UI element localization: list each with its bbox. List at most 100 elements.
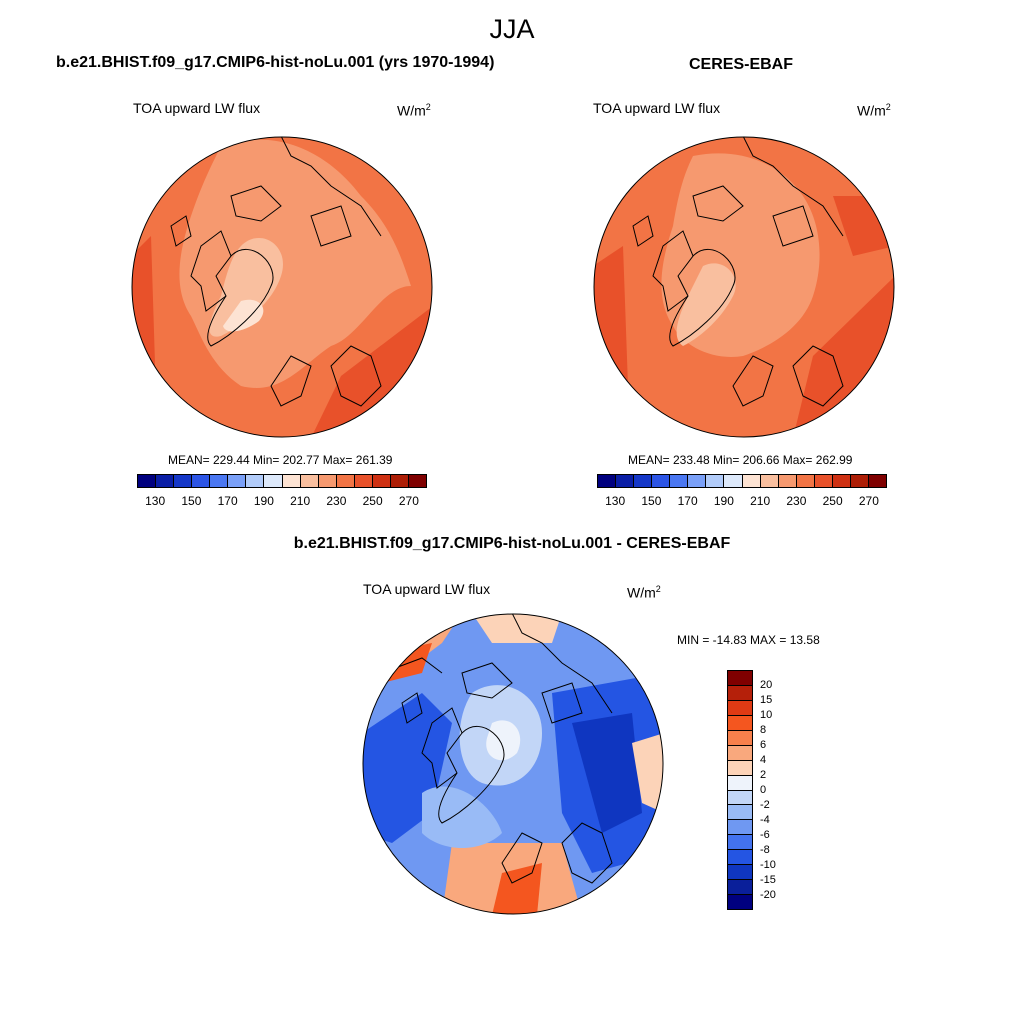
colorbar-swatch	[728, 700, 752, 716]
colorbar-tick-label: 20	[760, 679, 773, 691]
panel2-stats: MEAN= 233.48 Min= 206.66 Max= 262.99	[628, 453, 853, 467]
colorbar-swatch	[814, 475, 833, 487]
colorbar-swatch	[706, 475, 725, 487]
colorbar-swatch	[728, 715, 752, 731]
panel1-variable: TOA upward LW flux	[133, 100, 261, 116]
colorbar-tick-label: 250	[362, 494, 383, 508]
colorbar-swatch	[728, 805, 752, 821]
colorbar-swatch	[728, 820, 752, 836]
diff-colorbar-labels: 20 15 10 8 6 4 2 0 -2 -4 -6 -8 -10 -15 -20	[760, 670, 800, 910]
diff-title: b.e21.BHIST.f09_g17.CMIP6-hist-noLu.001 …	[293, 535, 731, 552]
colorbar-swatch	[652, 475, 671, 487]
panel2-colorbar	[597, 474, 887, 488]
panel1-colorbar-ticks: 130 150 170 190 210 230 250 270	[137, 494, 427, 510]
panel1-stats: MEAN= 229.44 Min= 202.77 Max= 261.39	[168, 453, 393, 467]
colorbar-tick-label: 270	[858, 494, 879, 508]
diff-stats: MIN = -14.83 MAX = 13.58	[677, 633, 820, 647]
panel2-colorbar-ticks: 130 150 170 190 210 230 250 270	[597, 494, 887, 510]
colorbar-swatch	[742, 475, 761, 487]
colorbar-swatch	[728, 835, 752, 851]
colorbar-swatch	[300, 475, 319, 487]
panel1-title: b.e21.BHIST.f09_g17.CMIP6-hist-noLu.001 …	[56, 54, 495, 71]
colorbar-swatch	[246, 475, 265, 487]
colorbar-swatch	[616, 475, 635, 487]
colorbar-swatch	[156, 475, 175, 487]
colorbar-swatch	[138, 475, 157, 487]
colorbar-swatch	[728, 760, 752, 776]
colorbar-swatch	[174, 475, 193, 487]
colorbar-swatch	[724, 475, 743, 487]
colorbar-tick-label: 170	[217, 494, 238, 508]
diff-colorbar	[727, 670, 753, 910]
panel2-title: CERES-EBAF	[689, 56, 794, 73]
diff-variable: TOA upward LW flux	[363, 581, 491, 597]
colorbar-swatch	[728, 730, 752, 746]
colorbar-tick-label: 230	[326, 494, 347, 508]
diff-map	[362, 613, 664, 915]
colorbar-tick-label: 190	[713, 494, 734, 508]
panel2-units: W/m2	[857, 102, 891, 119]
colorbar-swatch	[728, 850, 752, 866]
colorbar-swatch	[634, 475, 653, 487]
colorbar-tick-label: -10	[760, 859, 776, 871]
panel1-colorbar	[137, 474, 427, 488]
colorbar-swatch	[372, 475, 391, 487]
colorbar-tick-label: 210	[750, 494, 771, 508]
colorbar-swatch	[728, 880, 752, 896]
diff-units: W/m2	[627, 584, 661, 601]
colorbar-swatch	[850, 475, 869, 487]
colorbar-swatch	[728, 685, 752, 701]
colorbar-swatch	[354, 475, 373, 487]
colorbar-swatch	[728, 671, 752, 686]
colorbar-tick-label: 6	[760, 739, 767, 751]
colorbar-tick-label: 0	[760, 784, 767, 796]
colorbar-tick-label: 190	[253, 494, 274, 508]
colorbar-tick-label: 150	[641, 494, 662, 508]
colorbar-swatch	[832, 475, 851, 487]
colorbar-swatch	[688, 475, 707, 487]
colorbar-tick-label: 230	[786, 494, 807, 508]
panel2-map	[593, 136, 895, 438]
colorbar-tick-label: -6	[760, 829, 770, 841]
colorbar-tick-label: 270	[398, 494, 419, 508]
colorbar-swatch	[796, 475, 815, 487]
colorbar-swatch	[336, 475, 355, 487]
colorbar-swatch	[282, 475, 301, 487]
colorbar-swatch	[408, 475, 426, 487]
colorbar-swatch	[778, 475, 797, 487]
colorbar-tick-label: -2	[760, 799, 770, 811]
colorbar-swatch	[728, 775, 752, 791]
colorbar-tick-label: 210	[290, 494, 311, 508]
colorbar-swatch	[192, 475, 211, 487]
colorbar-tick-label: -4	[760, 814, 770, 826]
colorbar-swatch	[868, 475, 886, 487]
colorbar-swatch	[318, 475, 337, 487]
colorbar-tick-label: 250	[822, 494, 843, 508]
colorbar-swatch	[760, 475, 779, 487]
colorbar-tick-label: -20	[760, 889, 776, 901]
colorbar-swatch	[210, 475, 229, 487]
colorbar-swatch	[728, 790, 752, 806]
colorbar-swatch	[728, 865, 752, 881]
colorbar-swatch	[728, 895, 752, 909]
panel1-units: W/m2	[397, 102, 431, 119]
colorbar-swatch	[728, 745, 752, 761]
colorbar-tick-label: 10	[760, 709, 773, 721]
colorbar-tick-label: -15	[760, 874, 776, 886]
colorbar-tick-label: 4	[760, 754, 767, 766]
colorbar-tick-label: 15	[760, 694, 773, 706]
colorbar-tick-label: 2	[760, 769, 767, 781]
colorbar-swatch	[598, 475, 617, 487]
colorbar-tick-label: 130	[605, 494, 626, 508]
panel2-variable: TOA upward LW flux	[593, 100, 721, 116]
panel1-map	[131, 136, 433, 438]
colorbar-tick-label: -8	[760, 844, 770, 856]
colorbar-tick-label: 8	[760, 724, 767, 736]
colorbar-swatch	[390, 475, 409, 487]
colorbar-tick-label: 130	[145, 494, 166, 508]
colorbar-swatch	[264, 475, 283, 487]
colorbar-tick-label: 170	[677, 494, 698, 508]
colorbar-swatch	[228, 475, 247, 487]
season-title: JJA	[489, 14, 535, 44]
colorbar-tick-label: 150	[181, 494, 202, 508]
